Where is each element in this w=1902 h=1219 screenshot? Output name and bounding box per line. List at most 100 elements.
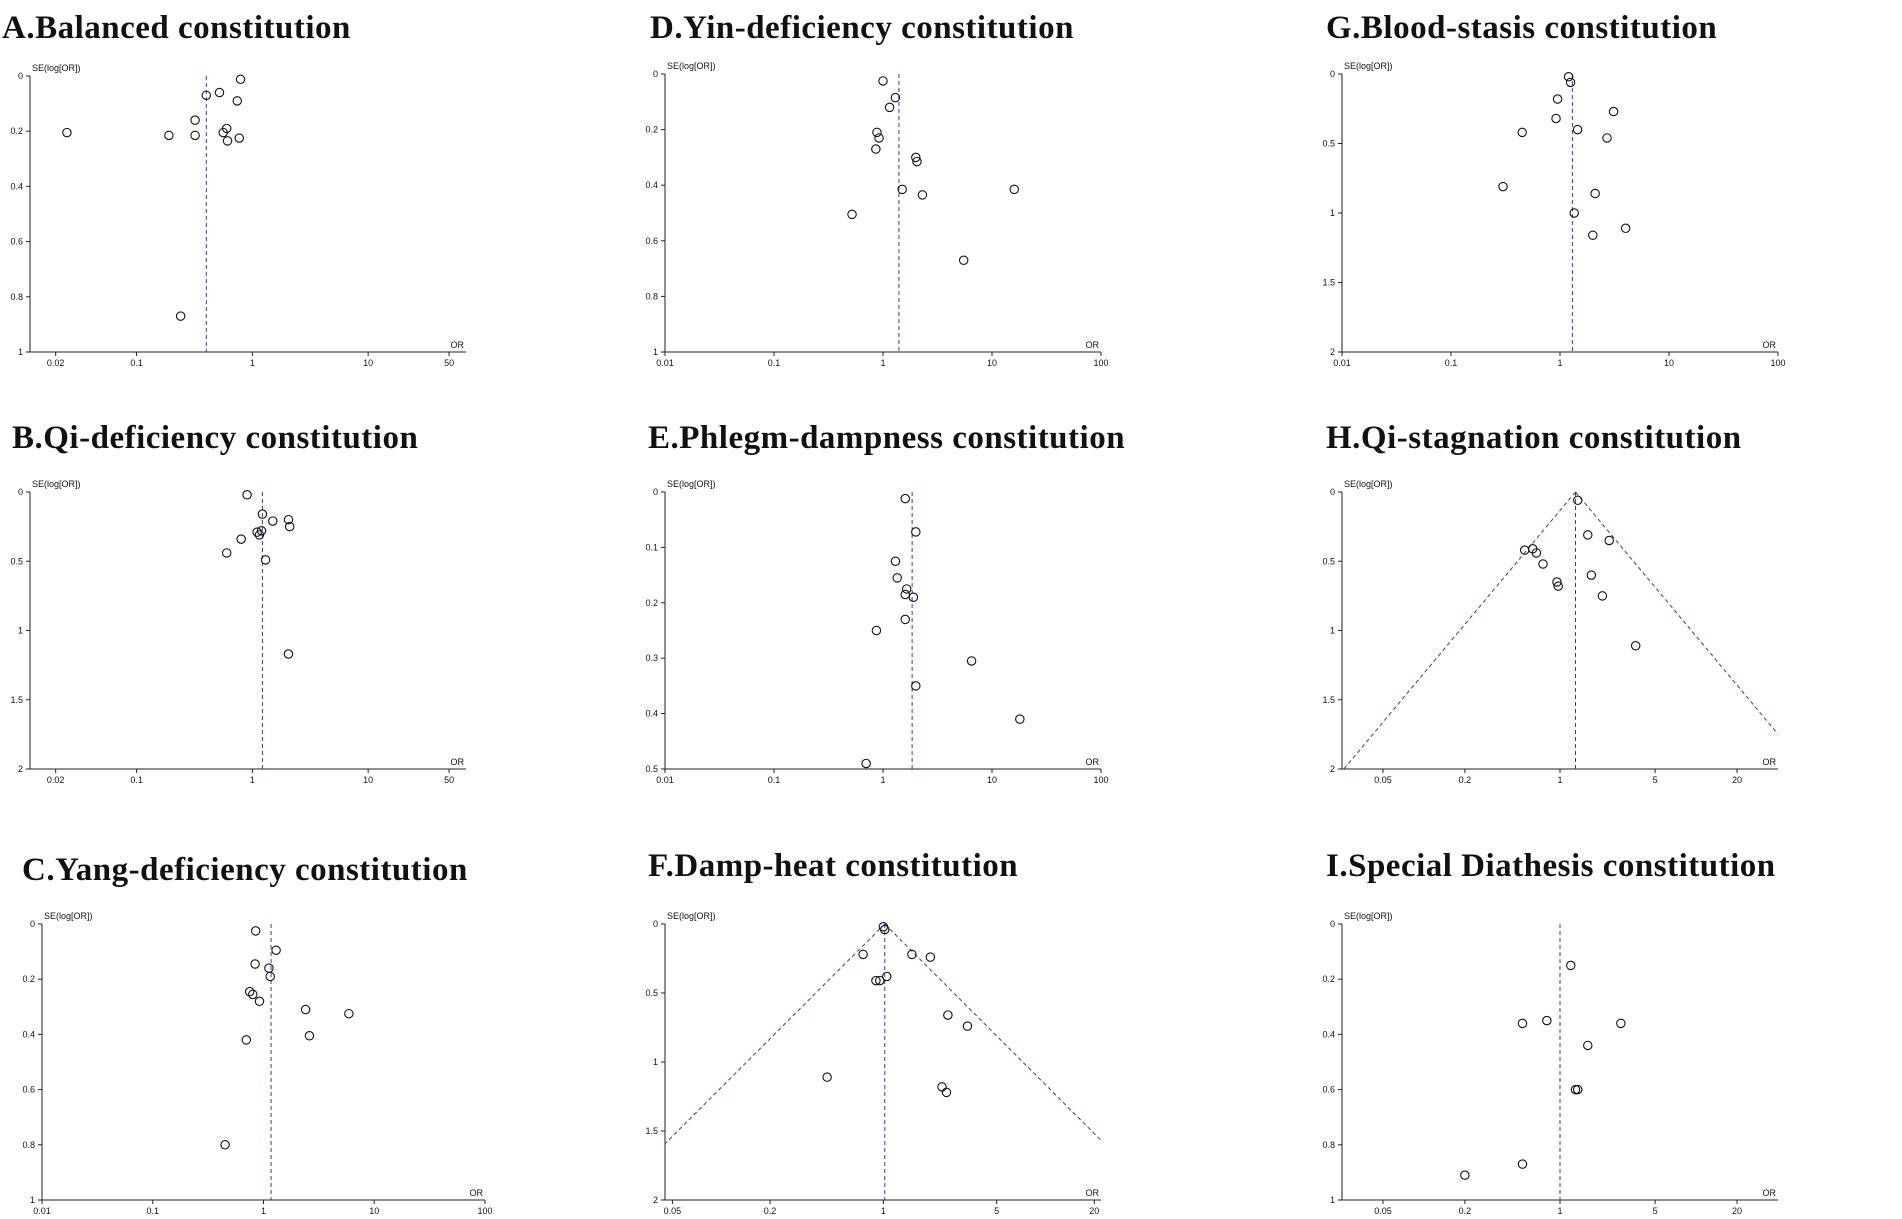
x-axis-label: OR: [1086, 757, 1100, 767]
study-point: [911, 152, 921, 163]
study-point: [900, 589, 910, 600]
study-point: [1588, 230, 1598, 240]
x-tick-label: 10: [987, 358, 997, 368]
y-axis-label: SE(log[OR]): [32, 479, 81, 489]
y-tick-label: 0: [653, 919, 658, 929]
panel-title: C.Yang-deficiency constitution: [22, 852, 468, 888]
y-tick-label: 0.5: [1322, 139, 1335, 149]
x-tick-label: 100: [1770, 358, 1785, 368]
y-axis-label: SE(log[OR]): [32, 63, 81, 73]
y-axis-label: SE(log[OR]): [44, 911, 93, 921]
x-tick-label: 10: [1664, 358, 1674, 368]
x-axis-label: OR: [1763, 340, 1777, 350]
x-tick-label: 10: [987, 775, 997, 785]
x-tick-label: 1: [1557, 358, 1562, 368]
study-point: [900, 614, 910, 625]
y-axis-label: SE(log[OR]): [667, 911, 716, 921]
y-tick-label: 0.6: [10, 237, 23, 247]
y-tick-label: 0: [30, 919, 35, 929]
x-tick-label: 50: [444, 358, 454, 368]
study-point: [958, 255, 969, 266]
x-tick-label: 5: [994, 1206, 999, 1216]
study-point: [890, 92, 901, 103]
funnel-ci-left: [1343, 491, 1576, 770]
x-tick-label: 1: [881, 1206, 886, 1216]
study-point: [1565, 77, 1576, 88]
x-tick-label: 0.1: [1445, 358, 1458, 368]
x-tick-label: 0.02: [47, 358, 65, 368]
study-point: [901, 584, 912, 594]
y-tick-label: 0.5: [645, 988, 658, 998]
x-axis-label: OR: [451, 340, 465, 350]
study-point: [1538, 559, 1548, 569]
x-tick-label: 0.1: [130, 358, 143, 368]
study-point: [1620, 223, 1631, 234]
study-point: [1597, 591, 1608, 601]
study-point: [1583, 1040, 1593, 1051]
x-tick-label: 0.2: [1459, 775, 1472, 785]
study-point: [1572, 1084, 1583, 1095]
study-point: [1569, 208, 1579, 218]
study-point: [254, 530, 265, 540]
y-tick-label: 0.2: [22, 974, 35, 984]
study-point: [1531, 548, 1542, 558]
funnel-plot-i: I.Special Diathesis constitution SE(log[O…: [1322, 848, 1778, 1216]
study-point: [1616, 1018, 1626, 1029]
y-tick-label: 2: [1330, 347, 1335, 357]
study-point: [300, 1004, 311, 1015]
funnel-plot-d: D.Yin-deficiency constitution SE(log[OR])…: [645, 10, 1108, 368]
study-point: [1572, 495, 1583, 506]
study-point: [244, 986, 255, 997]
y-tick-label: 1: [18, 626, 23, 636]
panel-title: D.Yin-deficiency constitution: [650, 10, 1074, 46]
y-tick-label: 0: [1330, 487, 1335, 497]
x-tick-label: 0.02: [47, 775, 65, 785]
study-point: [907, 949, 917, 960]
y-tick-label: 0.2: [645, 125, 658, 135]
y-tick-label: 0.6: [1322, 1085, 1335, 1095]
study-point: [164, 130, 174, 141]
y-tick-label: 2: [18, 764, 23, 774]
x-tick-label: 1: [1557, 1206, 1562, 1216]
x-tick-label: 0.01: [1333, 358, 1351, 368]
y-tick-label: 1: [653, 347, 658, 357]
study-point: [254, 996, 265, 1007]
x-tick-label: 100: [1093, 775, 1108, 785]
study-point: [871, 975, 881, 986]
y-tick-label: 0.6: [645, 236, 658, 246]
study-point: [897, 184, 907, 195]
study-point: [1583, 530, 1593, 540]
x-tick-label: 0.05: [1374, 775, 1392, 785]
study-point: [925, 952, 936, 962]
y-tick-label: 0.3: [645, 653, 658, 663]
x-tick-label: 10: [363, 775, 373, 785]
panel-title: H.Qi-stagnation constitution: [1326, 420, 1742, 456]
x-tick-label: 10: [363, 358, 373, 368]
study-point: [858, 949, 868, 960]
funnel-plot-b: B.Qi-deficiency constitution SE(log[OR]) O…: [10, 420, 466, 785]
x-tick-label: 1: [250, 358, 255, 368]
x-axis-label: OR: [1763, 1188, 1777, 1198]
y-axis-label: SE(log[OR]): [667, 61, 716, 71]
study-point: [1552, 577, 1562, 587]
y-tick-label: 0.1: [645, 542, 658, 552]
study-point: [222, 136, 233, 146]
study-point: [871, 625, 882, 636]
study-point: [1604, 535, 1614, 546]
study-point: [879, 924, 890, 935]
y-tick-label: 1.5: [1322, 695, 1335, 705]
study-point: [235, 74, 246, 85]
funnel-plot-g: G.Blood-stasis constitution SE(log[OR]) OR…: [1322, 10, 1785, 368]
study-point: [242, 490, 252, 500]
y-tick-label: 0.5: [1322, 556, 1335, 566]
panel-title: I.Special Diathesis constitution: [1326, 848, 1776, 884]
y-tick-label: 0.8: [645, 291, 658, 301]
x-tick-label: 0.1: [768, 775, 781, 785]
study-point: [1563, 72, 1574, 82]
study-point: [1608, 106, 1619, 117]
study-point: [265, 971, 275, 982]
y-tick-label: 2: [1330, 764, 1335, 774]
study-point: [190, 115, 200, 125]
study-point: [872, 127, 882, 138]
